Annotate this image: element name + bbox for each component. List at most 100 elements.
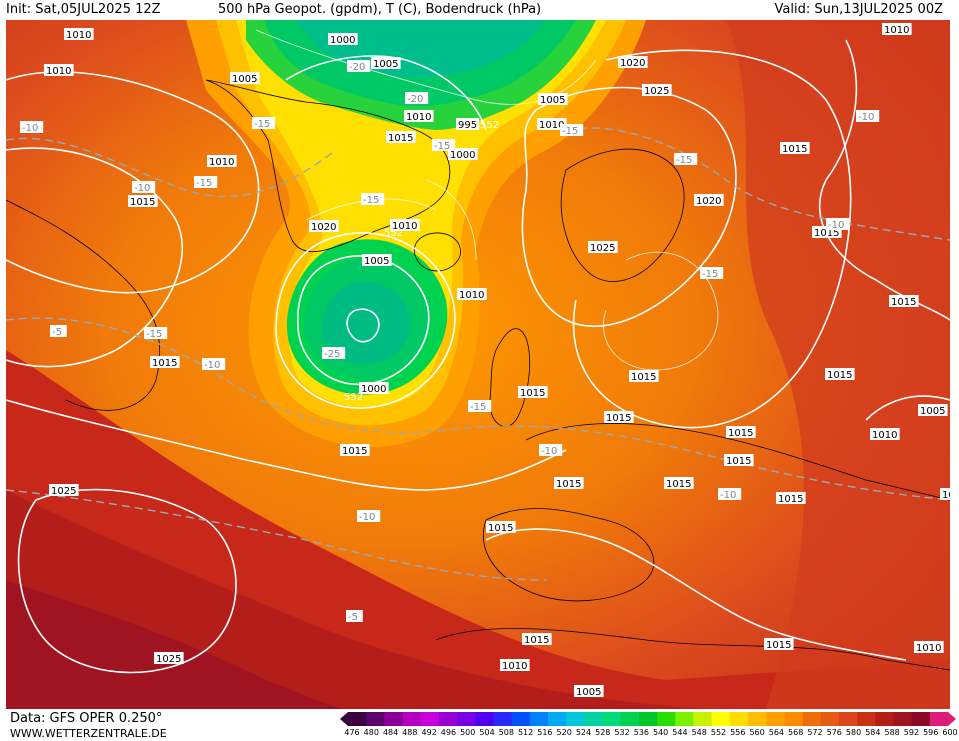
- temperature-label-text: -10: [828, 220, 844, 231]
- colorbar-swatch: [384, 712, 404, 726]
- colorbar-max-arrow: [948, 712, 956, 726]
- temperature-label-text: -10: [22, 123, 38, 134]
- temperature-label: -15: [674, 153, 698, 166]
- colorbar-tick-label: 584: [865, 728, 881, 737]
- weather-map: 1010 1010 1000 1005 1005 1010 1015 1010 995 1015 1…: [6, 20, 950, 709]
- pressure-label: 1005: [362, 254, 392, 267]
- colorbar-tick-label: 596: [923, 728, 939, 737]
- isobar-1015-east: [572, 49, 852, 429]
- temperature-label-text: -10: [858, 112, 874, 123]
- pressure-label-box: [456, 118, 480, 130]
- colorbar-swatch: [838, 712, 858, 726]
- colorbar-tick-label: 560: [749, 728, 765, 737]
- temperature-label-box: [361, 193, 385, 205]
- colorbar-tick-label: 512: [517, 728, 534, 737]
- map-title: 500 hPa Geopot. (gpdm), T (C), Bodendruc…: [218, 2, 542, 17]
- pressure-label-box: [49, 484, 79, 496]
- colorbar-swatch: [711, 712, 731, 726]
- isobar-1010-west: [6, 71, 260, 294]
- pressure-label-text: 1025: [590, 243, 615, 254]
- colorbar-swatch: [584, 712, 604, 726]
- pressure-label-box: [825, 368, 855, 380]
- pressure-label-text: 1000: [330, 35, 355, 46]
- pressure-label-box: [664, 477, 694, 489]
- pressure-label-text: 1015: [726, 456, 751, 467]
- isobar-1005-east: [865, 395, 950, 421]
- pressure-label-box: [154, 652, 184, 664]
- pressure-label: 1015: [518, 386, 548, 399]
- colorbar: [340, 712, 956, 726]
- colorbar-tick-label: 588: [884, 728, 900, 737]
- colorbar-swatch: [911, 712, 931, 726]
- colorbar-tick-label: 536: [633, 728, 649, 737]
- pressure-label: 1020: [618, 56, 648, 69]
- isobar-1015-west: [6, 147, 184, 368]
- colorbar-tick-label: 568: [788, 728, 804, 737]
- pressure-label-box: [537, 118, 567, 130]
- colorbar-swatch: [620, 712, 640, 726]
- colorbar-swatch: [875, 712, 894, 726]
- pressure-label-box: [359, 382, 389, 394]
- pressure-label-box: [390, 219, 420, 231]
- colorbar-swatch: [402, 712, 422, 726]
- temperature-label: -15: [144, 327, 168, 340]
- pressure-label-box: [230, 72, 260, 84]
- pressure-label: 1005: [230, 72, 260, 85]
- colorbar-tick-label: 564: [768, 728, 785, 737]
- temperature-label: -15: [432, 139, 456, 152]
- colorbar-swatch: [366, 712, 385, 726]
- colorbar-tick-label: 500: [460, 728, 476, 737]
- pressure-label-text: 1020: [696, 196, 721, 207]
- colorbar-tick-label: 576: [826, 728, 842, 737]
- colorbar-swatch: [766, 712, 785, 726]
- isotherm-15-west: [6, 137, 337, 198]
- pressure-label: 1015: [150, 356, 180, 369]
- geopot-label-text: 552: [384, 228, 403, 239]
- temperature-label-text: -10: [541, 446, 557, 457]
- pressure-label-text: 1015: [520, 388, 545, 399]
- isotherm-5: [6, 489, 547, 581]
- pressure-label-box: [780, 142, 810, 154]
- temperature-label-text: -10: [134, 183, 150, 194]
- coastline-scandinavia: [560, 148, 685, 282]
- pressure-label-text: 1010: [459, 290, 484, 301]
- field-band-596: [6, 580, 346, 709]
- pressure-label-text: 1010: [392, 221, 417, 232]
- data-source: Data: GFS OPER 0.250°: [10, 711, 163, 726]
- coastline-canada: [6, 199, 161, 411]
- pressure-label-text: 1015: [152, 358, 177, 369]
- isobar-1025-azores: [17, 488, 237, 674]
- pressure-label-box: [486, 521, 516, 533]
- pressure-label-text: 1015: [342, 446, 367, 457]
- isobar-1000-core: [346, 308, 380, 343]
- pressure-label-text: 1020: [311, 222, 336, 233]
- pressure-label-box: [309, 220, 339, 232]
- colorbar-ticks: 476 480 484 488 492 496 500 504 508 512 516 520 524 5…: [342, 728, 957, 740]
- colorbar-swatch: [457, 712, 476, 726]
- colorbar-swatch: [675, 712, 694, 726]
- colorbar-swatch: [857, 712, 876, 726]
- temperature-label-text: -10: [720, 490, 736, 501]
- pressure-label: 1010: [914, 641, 944, 654]
- pressure-label-text: 1025: [644, 86, 669, 97]
- pressure-label: 1015: [889, 295, 919, 308]
- pressure-label: 1015: [776, 492, 806, 505]
- temperature-label-text: -5: [52, 327, 62, 338]
- temperature-label-text: -25: [324, 349, 340, 360]
- pressure-label: 1005: [538, 93, 568, 106]
- geopot-label-text: 552: [344, 392, 363, 403]
- pressure-label: 1015: [664, 477, 694, 490]
- temperature-label-box: [194, 176, 218, 188]
- coastline-africa: [435, 628, 950, 671]
- coastline-britain: [489, 328, 531, 427]
- pressure-label-box: [538, 93, 568, 105]
- temperature-label-text: -15: [196, 178, 212, 189]
- geopot-label: 552: [384, 228, 403, 239]
- temperature-label: -15: [361, 193, 385, 206]
- colorbar-tick-label: 540: [653, 728, 669, 737]
- temperature-label-box: [144, 327, 168, 339]
- pressure-label-box: [918, 404, 948, 416]
- colorbar-tick-label: 508: [498, 728, 514, 737]
- pressure-label: 1015: [825, 368, 855, 381]
- temperature-label-box: [826, 218, 850, 230]
